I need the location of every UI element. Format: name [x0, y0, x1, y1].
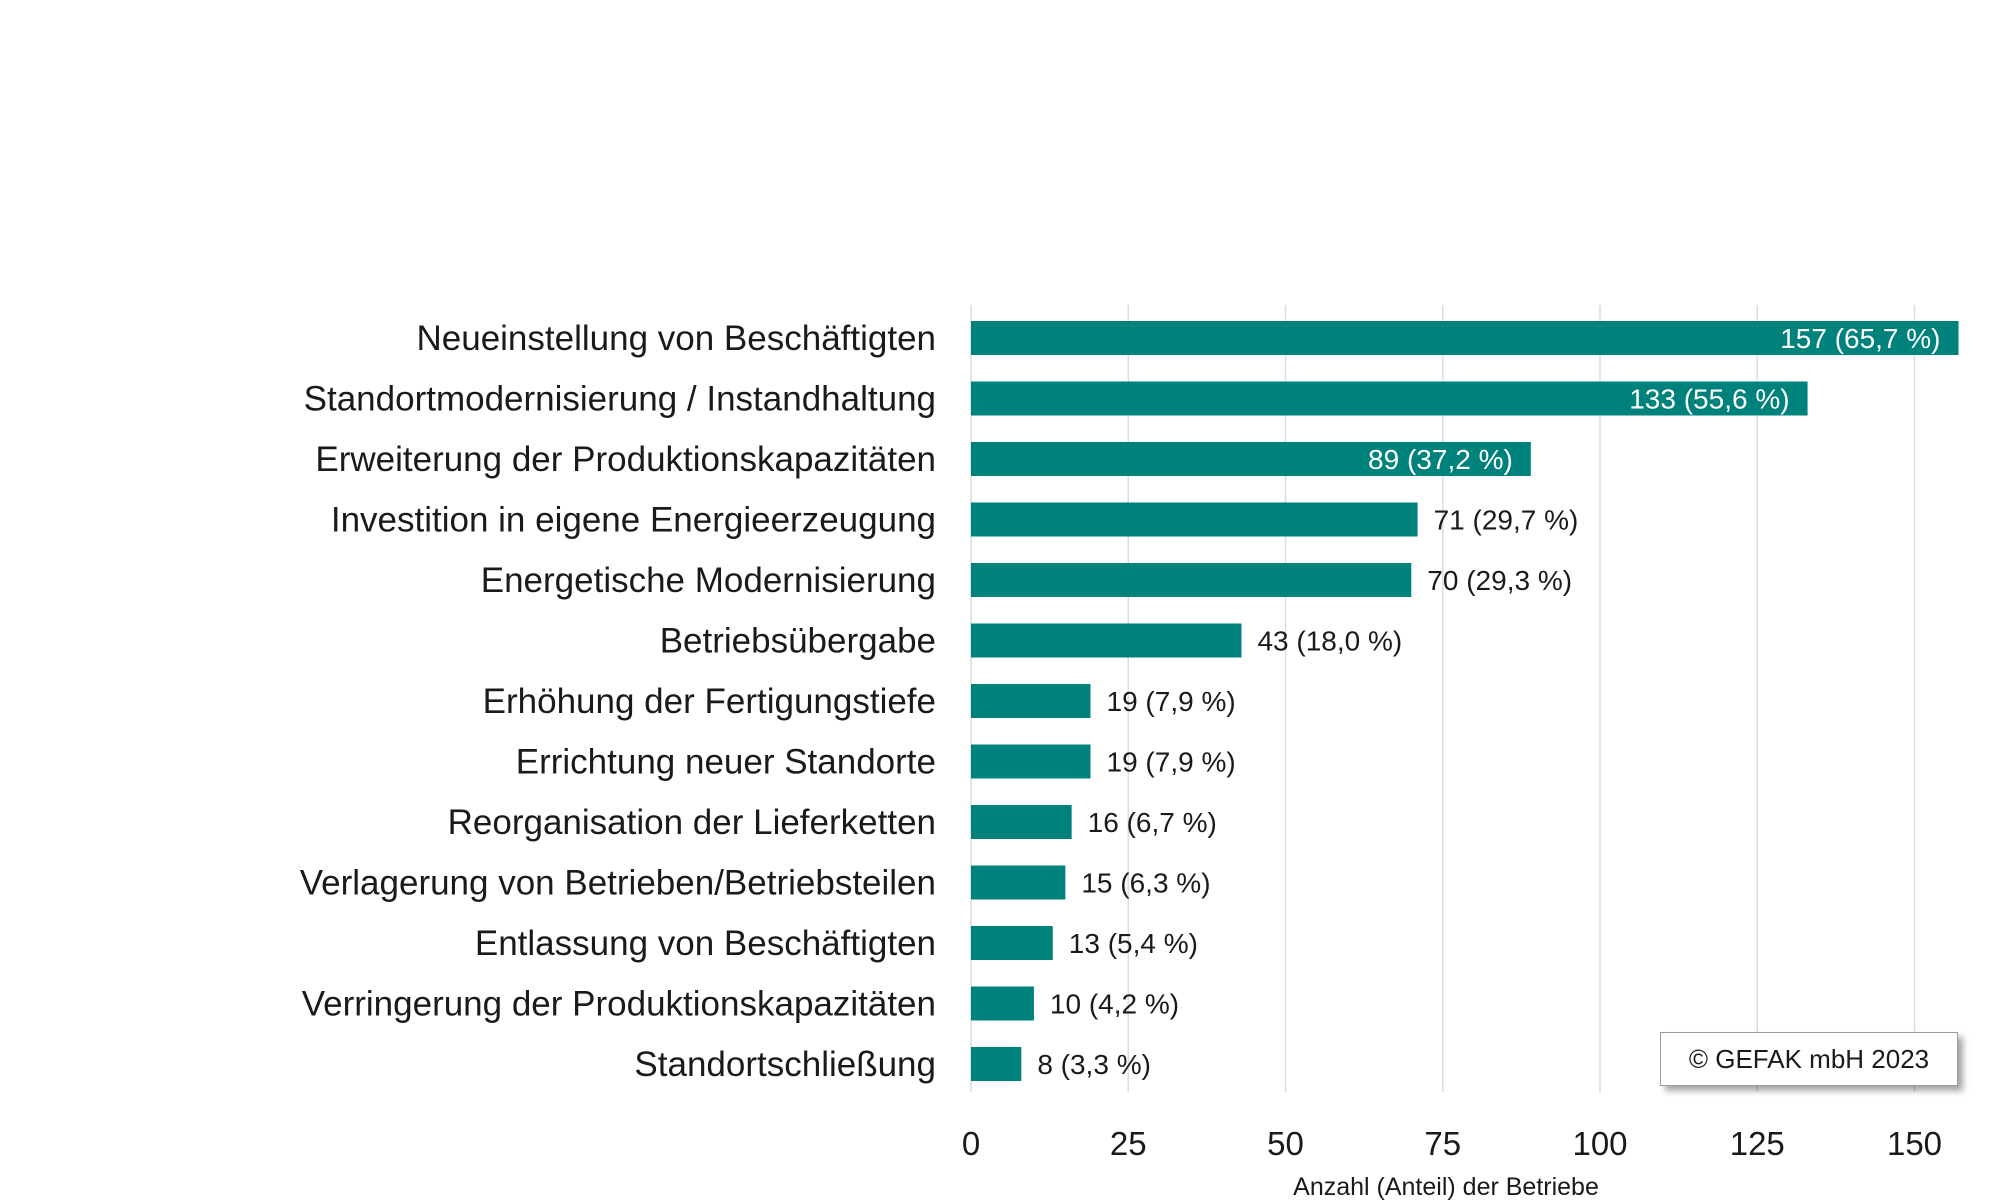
data-label: 19 (7,9 %): [1107, 686, 1236, 717]
x-tick-label: 25: [1110, 1125, 1147, 1162]
category-label: Erweiterung der Produktionskapazitäten: [315, 440, 936, 479]
bar: [971, 442, 1531, 476]
data-label: 43 (18,0 %): [1257, 626, 1402, 657]
x-tick-label: 150: [1887, 1125, 1942, 1162]
x-tick-label: 75: [1424, 1125, 1461, 1162]
x-tick-labels: 0 25 50 75 100 125 150: [962, 1125, 1942, 1162]
category-labels: Neueinstellung von Beschäftigten Standort…: [300, 319, 936, 1084]
bars: [971, 321, 1959, 1081]
category-label: Verlagerung von Betrieben/Betriebsteilen: [300, 864, 936, 903]
category-label: Standortmodernisierung / Instandhaltung: [304, 380, 936, 419]
bar: [971, 865, 1066, 900]
x-tick-label: 100: [1572, 1125, 1627, 1162]
category-label: Erhöhung der Fertigungstiefe: [483, 682, 936, 721]
data-label: 157 (65,7 %): [1780, 323, 1940, 354]
category-label: Standortschließung: [634, 1045, 936, 1084]
category-label: Errichtung neuer Standorte: [516, 743, 936, 782]
bar: [971, 986, 1034, 1021]
gridlines: [970, 305, 1916, 1092]
bar: [971, 805, 1072, 839]
bar: [971, 502, 1418, 537]
x-tick-label: 0: [962, 1125, 980, 1162]
data-label: 89 (37,2 %): [1368, 444, 1513, 475]
category-label: Energetische Modernisierung: [481, 561, 936, 600]
bar: [971, 1047, 1022, 1081]
data-label: 16 (6,7 %): [1088, 807, 1217, 838]
bar: [971, 563, 1412, 597]
data-label: 133 (55,6 %): [1629, 384, 1789, 415]
category-label: Betriebsübergabe: [660, 622, 936, 661]
bar: [971, 321, 1959, 355]
category-label: Reorganisation der Lieferketten: [448, 803, 936, 842]
category-label: Investition in eigene Energieerzeugung: [331, 501, 936, 540]
bar: [971, 623, 1242, 658]
data-label: 8 (3,3 %): [1037, 1049, 1151, 1080]
bar: [971, 381, 1808, 416]
bar: [971, 744, 1091, 779]
bar: [971, 926, 1053, 960]
x-tick-label: 50: [1267, 1125, 1304, 1162]
data-label: 13 (5,4 %): [1069, 928, 1198, 959]
copyright-notice: © GEFAK mbH 2023: [1660, 1032, 1958, 1086]
data-label: 71 (29,7 %): [1434, 505, 1579, 536]
data-label: 15 (6,3 %): [1081, 868, 1210, 899]
value-labels: 157 (65,7 %) 133 (55,6 %) 89 (37,2 %) 71 (2…: [1037, 323, 1940, 1080]
x-tick-label: 125: [1730, 1125, 1785, 1162]
x-axis-title: Anzahl (Anteil) der Betriebe: [1293, 1173, 1599, 1200]
category-label: Neueinstellung von Beschäftigten: [416, 319, 936, 358]
bar: [971, 684, 1091, 718]
data-label: 19 (7,9 %): [1107, 747, 1236, 778]
data-label: 70 (29,3 %): [1427, 565, 1572, 596]
category-label: Verringerung der Produktionskapazitäten: [302, 985, 936, 1024]
data-label: 10 (4,2 %): [1050, 989, 1179, 1020]
category-label: Entlassung von Beschäftigten: [475, 924, 936, 963]
